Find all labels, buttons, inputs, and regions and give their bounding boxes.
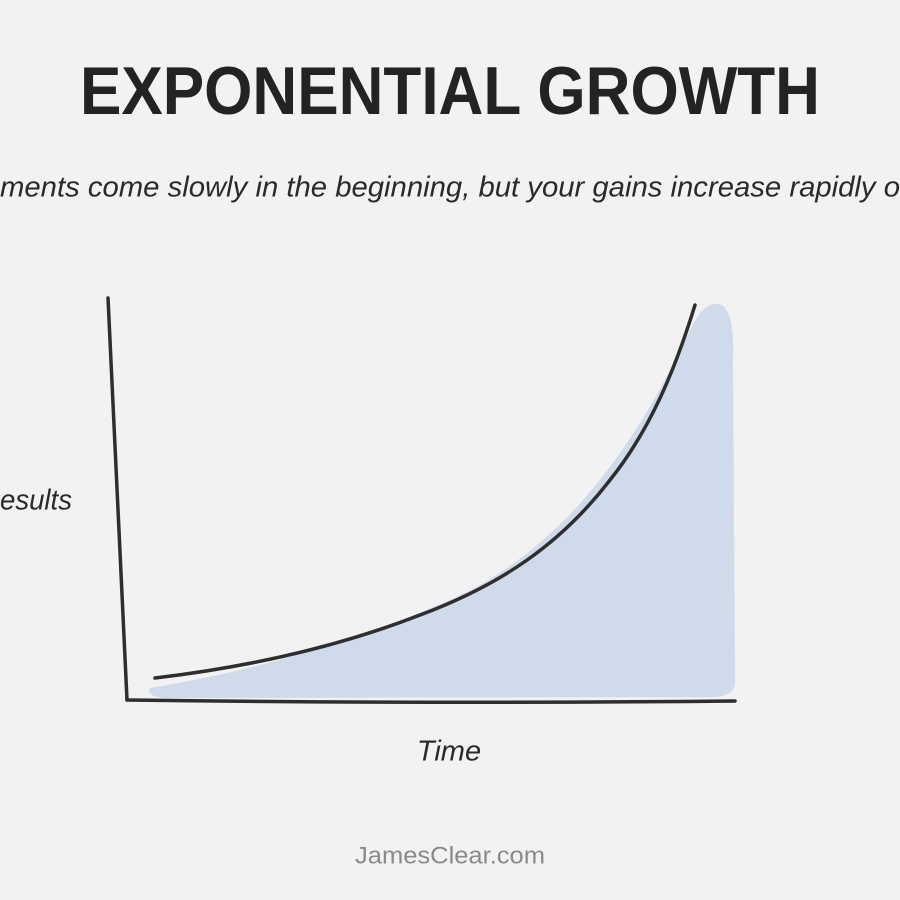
subtitle: ments come slowly in the beginning, but … (0, 172, 900, 204)
growth-curve (153, 303, 697, 680)
title: EXPONENTIAL GROWTH (80, 53, 820, 129)
footer: JamesClear.com (355, 842, 545, 869)
y-axis (106, 296, 129, 702)
x-axis (125, 698, 737, 705)
x-axis-label: Time (417, 736, 481, 768)
area-fill (149, 303, 736, 698)
y-axis-label: esults (0, 485, 72, 517)
